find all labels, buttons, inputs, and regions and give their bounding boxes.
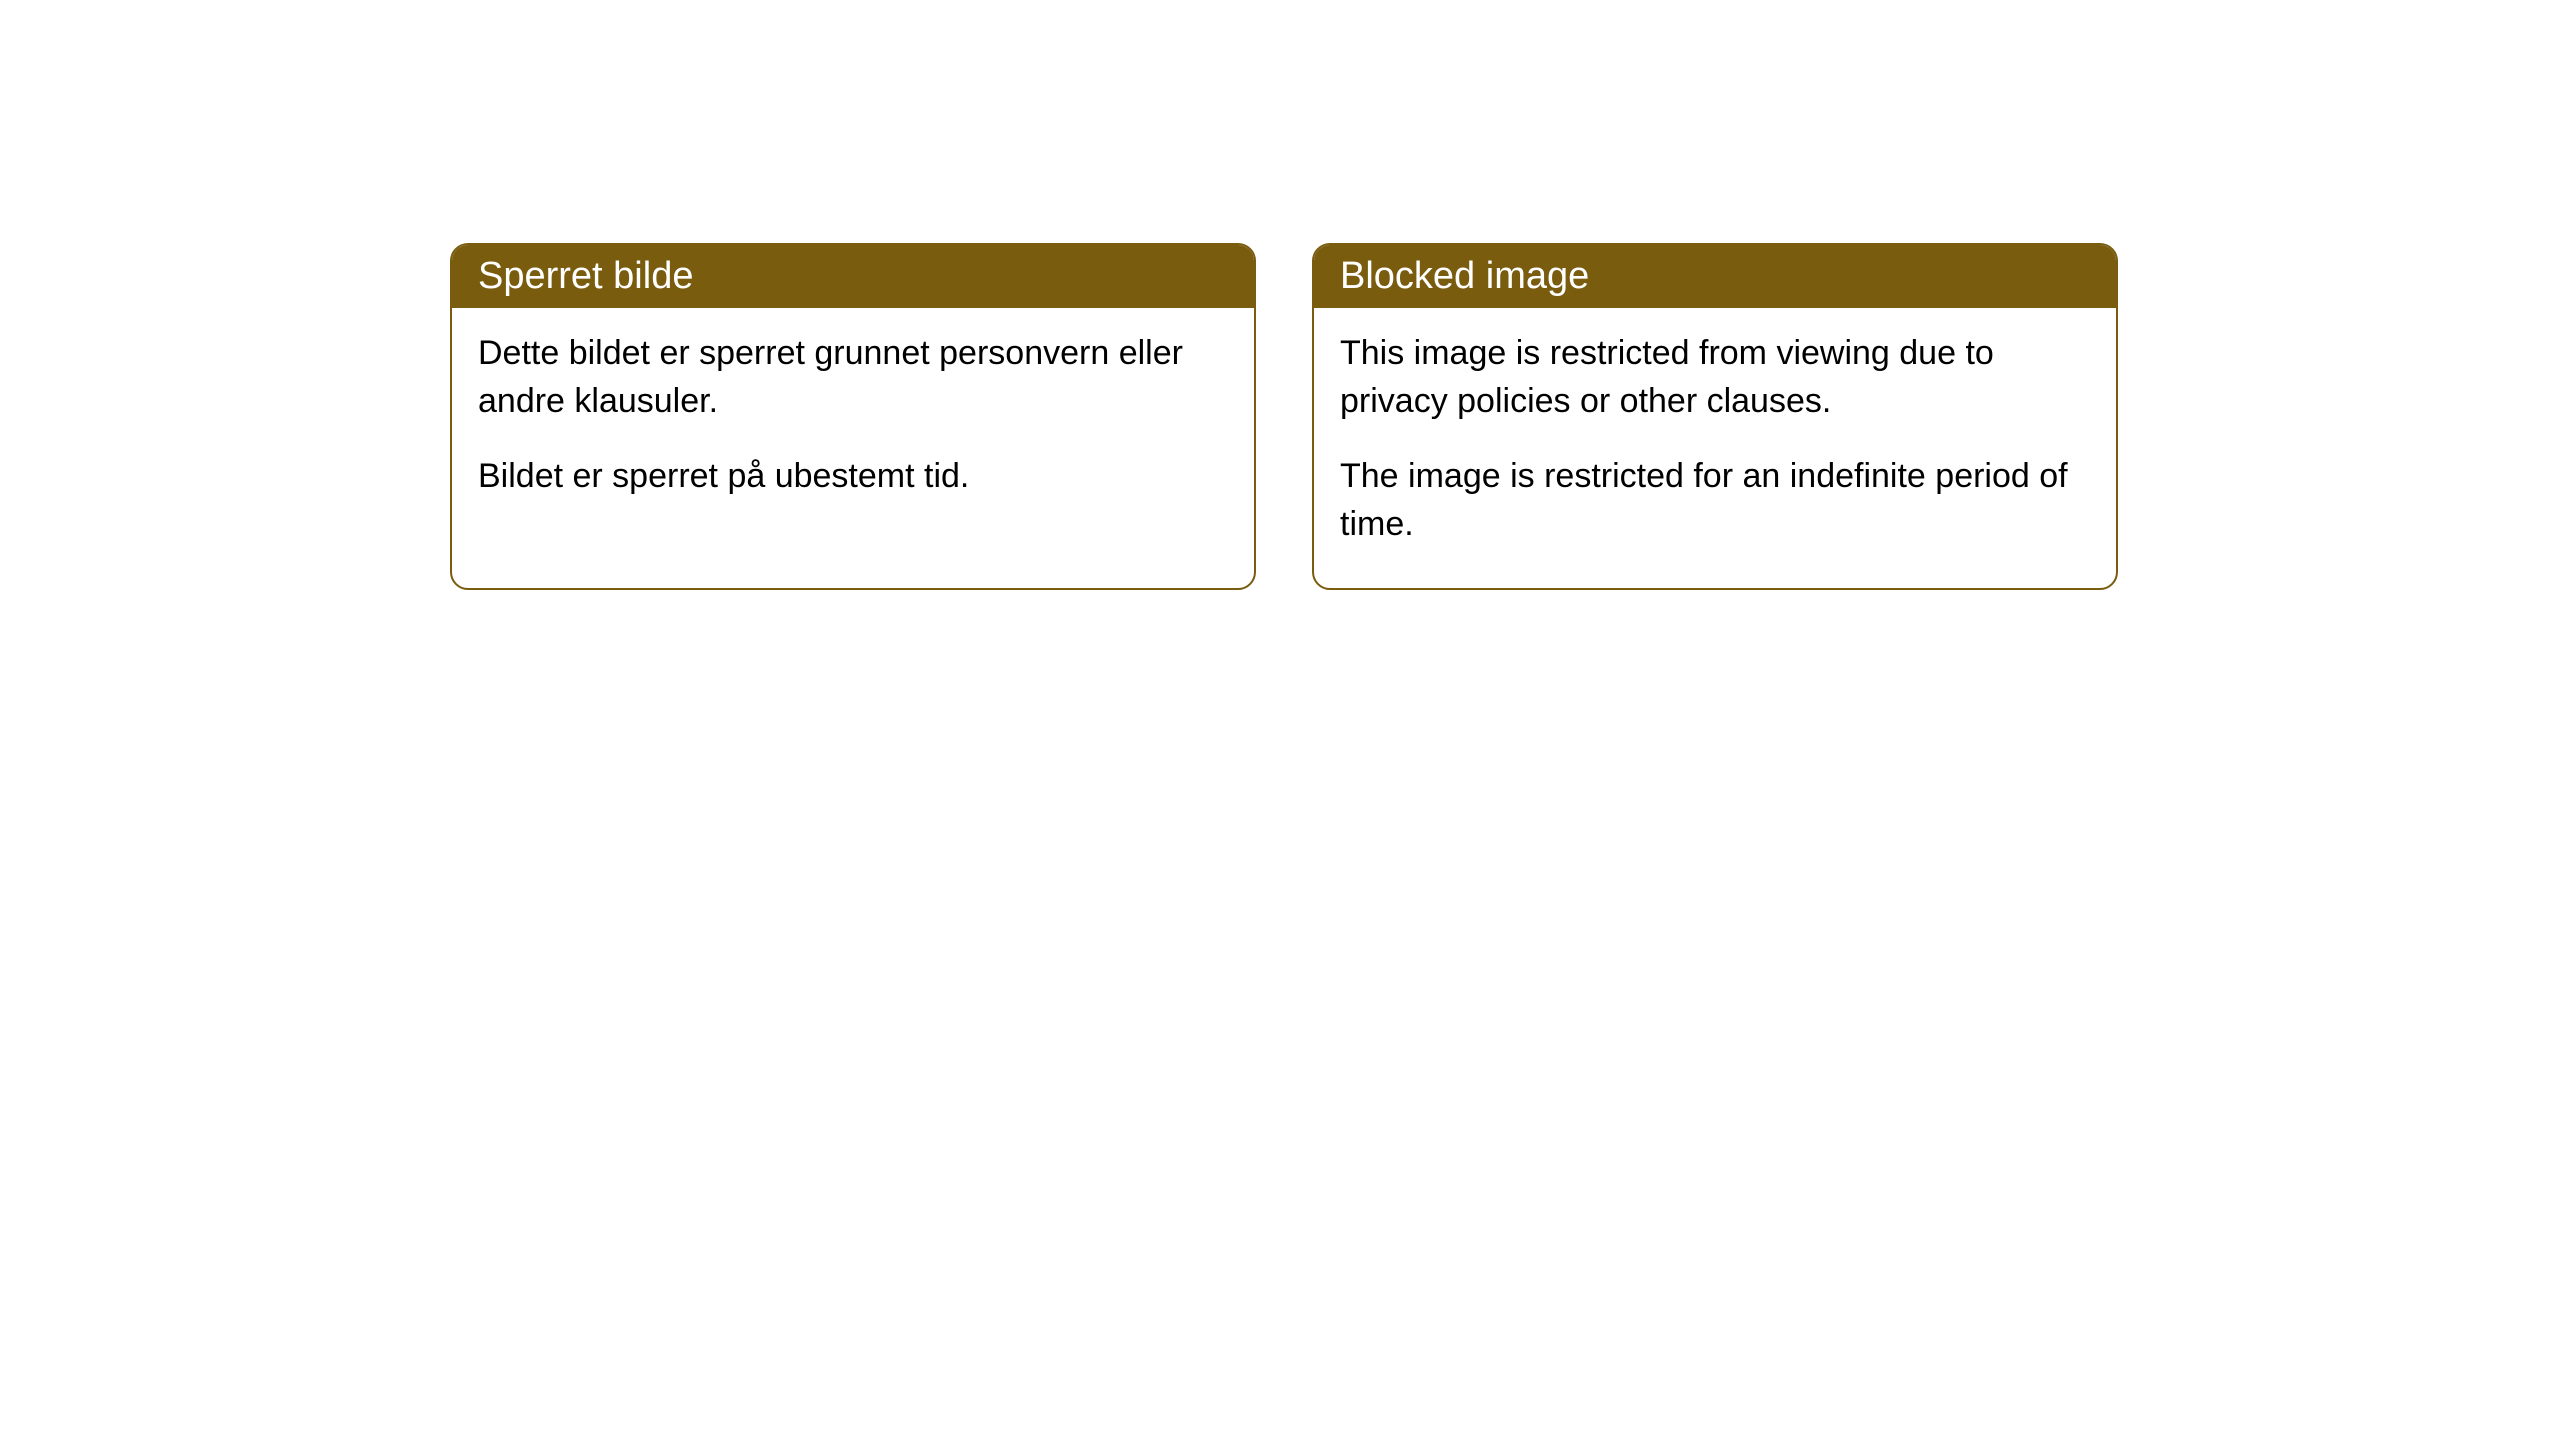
card-title: Sperret bilde <box>478 255 693 297</box>
notice-cards-container: Sperret bilde Dette bildet er sperret gr… <box>450 243 2118 590</box>
card-paragraph: Dette bildet er sperret grunnet personve… <box>478 330 1228 425</box>
card-title: Blocked image <box>1340 255 1589 297</box>
blocked-image-card-norwegian: Sperret bilde Dette bildet er sperret gr… <box>450 243 1256 590</box>
card-header: Sperret bilde <box>452 245 1254 308</box>
card-paragraph: The image is restricted for an indefinit… <box>1340 453 2090 548</box>
card-body: This image is restricted from viewing du… <box>1314 308 2116 588</box>
card-body: Dette bildet er sperret grunnet personve… <box>452 308 1254 541</box>
card-paragraph: Bildet er sperret på ubestemt tid. <box>478 453 1228 501</box>
card-paragraph: This image is restricted from viewing du… <box>1340 330 2090 425</box>
blocked-image-card-english: Blocked image This image is restricted f… <box>1312 243 2118 590</box>
card-header: Blocked image <box>1314 245 2116 308</box>
